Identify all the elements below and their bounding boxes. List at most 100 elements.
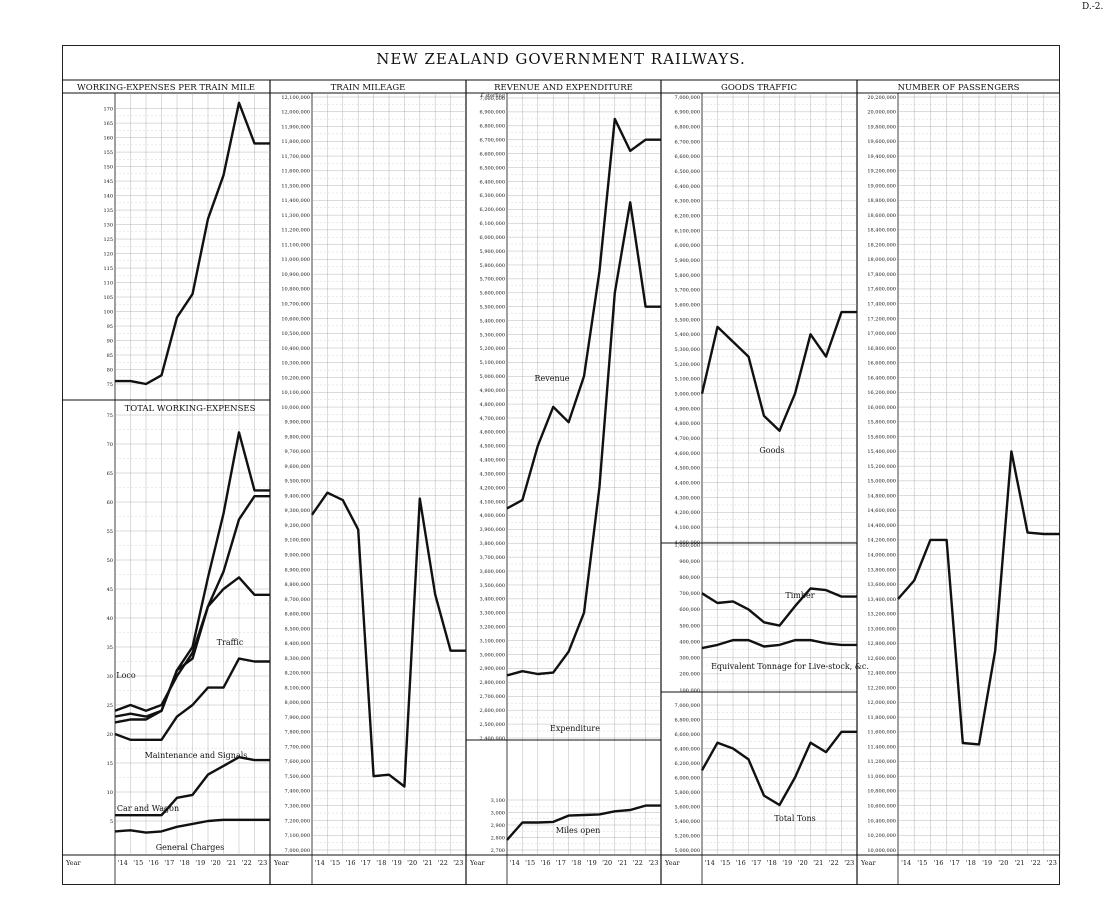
y-tick-label: 6,600,000 [675,732,700,738]
y-tick-label: 16,400,000 [867,375,896,381]
y-tick-label: 11,300,000 [281,213,310,219]
y-tick-label: 70 [107,442,113,448]
y-tick-label: 10 [107,790,113,796]
x-tick-label: '17 [751,859,761,867]
series-line-p1b-3 [114,657,270,741]
y-tick-label: 4,800,000 [675,421,700,427]
y-tick-label: 7,000,000 [675,95,700,101]
y-tick-label: 170 [103,106,113,112]
y-tick-label: 8,700,000 [285,597,310,603]
y-tick-label: 18,800,000 [867,198,896,204]
y-tick-label: 3,600,000 [480,569,505,575]
y-tick-label: 10,400,000 [281,346,310,352]
y-tick-label: 8,200,000 [285,671,310,677]
y-tick-label: 5,200,000 [480,346,505,352]
y-tick-label: 20,200,000 [867,95,896,101]
y-tick-label: 12,100,000 [281,95,310,101]
series-line-p1b-5 [114,818,270,834]
y-tick-label: 7,800,000 [285,730,310,736]
y-tick-label: 5,400,000 [675,819,700,825]
y-tick-label: 400,000 [679,639,700,645]
y-tick-label: 4,100,000 [480,499,505,505]
y-tick-label: 90 [107,338,113,344]
y-tick-label: 2,500,000 [480,722,505,728]
y-tick-label: 9,200,000 [285,523,310,529]
x-tick-label: '18 [767,859,777,867]
y-tick-label: 10,000,000 [867,848,896,854]
y-tick-label: 6,200,000 [675,761,700,767]
y-tick-label: 5,200,000 [675,833,700,839]
x-tick-label: '21 [226,859,236,867]
y-tick-label: 8,400,000 [285,641,310,647]
y-tick-label: 17,600,000 [867,287,896,293]
y-tick-label: 4,700,000 [480,416,505,422]
y-tick-label: 14,200,000 [867,538,896,544]
y-tick-label: 15,200,000 [867,464,896,470]
y-tick-label: 3,100 [491,798,505,804]
y-tick-label: 6,500,000 [480,165,505,171]
y-tick-label: 12,800,000 [867,641,896,647]
x-tick-label: '18 [571,859,581,867]
y-tick-label: 14,400,000 [867,523,896,529]
y-tick-label: 10,500,000 [281,331,310,337]
y-tick-label: 20 [107,732,113,738]
y-tick-label: 5,600,000 [480,291,505,297]
y-tick-label: 4,000,000 [480,513,505,519]
column-title: NUMBER OF PASSENGERS [898,83,1020,93]
y-tick-label: 5,800,000 [480,263,505,269]
y-tick-label: 2,700 [491,848,505,854]
series-label: General Charges [156,843,225,852]
chart-frame [62,45,1060,885]
y-tick-label: 10,700,000 [281,302,310,308]
y-tick-label: 3,500,000 [480,583,505,589]
y-tick-label: 2,900 [491,823,505,829]
y-tick-label: 50 [107,558,113,564]
y-tick-label: 7,300,000 [285,804,310,810]
y-tick-label: 15 [107,761,113,767]
y-tick-label: 900,000 [679,559,700,565]
y-tick-label: 5,900,000 [675,258,700,264]
x-tick-label: '14 [118,859,128,867]
y-tick-label: 11,700,000 [281,154,310,160]
y-tick-label: 3,700,000 [480,555,505,561]
series-line-p1b-0 [114,431,270,718]
y-tick-label: 15,000,000 [867,479,896,485]
y-tick-label: 5,700,000 [480,277,505,283]
x-tick-label: '21 [422,859,432,867]
y-tick-label: 5,500,000 [675,317,700,323]
y-tick-label: 6,900,000 [480,110,505,116]
y-tick-label: 135 [103,208,113,214]
y-tick-label: 3,200,000 [480,624,505,630]
y-tick-label: 9,100,000 [285,538,310,544]
y-tick-label: 16,000,000 [867,405,896,411]
y-tick-label: 9,600,000 [285,464,310,470]
y-tick-label: 4,900,000 [480,388,505,394]
y-tick-label: 4,100,000 [675,525,700,531]
y-tick-label: 7,100,000 [285,833,310,839]
series-line-p4a-0 [700,310,857,432]
y-tick-label: 6,700,000 [675,139,700,145]
x-tick-label: '20 [998,859,1008,867]
y-tick-label: 120 [103,251,113,257]
series-line-p5-0 [897,450,1060,746]
series-line-p4c-0 [700,730,857,807]
y-tick-label: 2,600,000 [480,708,505,714]
x-tick-label: '15 [525,859,535,867]
y-tick-label: 8,800,000 [285,582,310,588]
y-tick-label: 18,600,000 [867,213,896,219]
y-tick-label: 3,000,000 [480,652,505,658]
y-tick-label: 6,900,000 [675,110,700,116]
y-tick-label: 17,400,000 [867,302,896,308]
x-tick-label: '23 [844,859,854,867]
y-tick-label: 6,700,000 [480,138,505,144]
y-tick-label: 3,000 [491,810,505,816]
y-tick-label: 45 [107,587,113,593]
x-tick-label: '15 [917,859,927,867]
y-tick-label: 11,000,000 [867,774,896,780]
x-tick-label: '20 [407,859,417,867]
y-tick-label: 18,200,000 [867,242,896,248]
x-tick-label: '16 [933,859,943,867]
y-tick-label: 700,000 [679,591,700,597]
y-tick-label: 3,100,000 [480,638,505,644]
y-tick-label: 14,000,000 [867,553,896,559]
